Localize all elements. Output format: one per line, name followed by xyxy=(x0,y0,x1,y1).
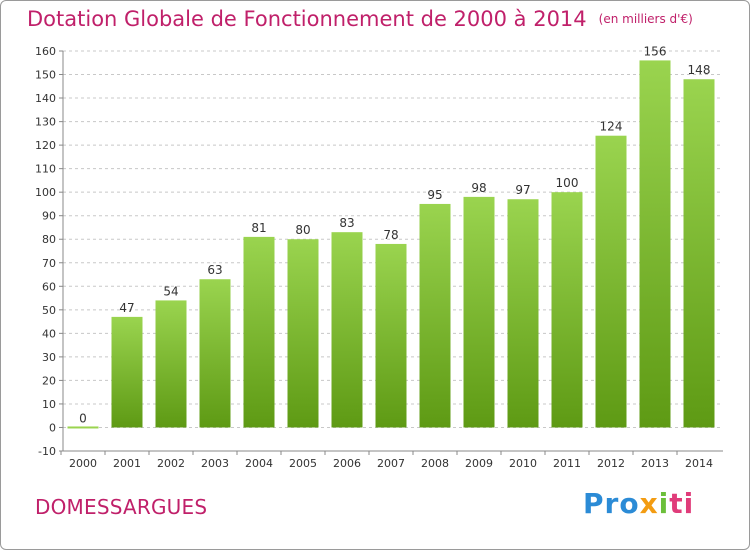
bar-2002 xyxy=(155,300,187,428)
y-tick-label: 130 xyxy=(35,116,56,129)
bars xyxy=(67,60,715,429)
value-label-2000: 0 xyxy=(79,411,87,425)
x-tick-label-2005: 2005 xyxy=(289,457,317,470)
bar-2011 xyxy=(551,192,583,428)
y-tick-label: 120 xyxy=(35,139,56,152)
bar-2007 xyxy=(375,243,407,428)
bar-2006 xyxy=(331,232,363,428)
bar-2000 xyxy=(67,426,99,429)
value-labels: 0 47 54 63 81 80 83 78 95 98 97 100 124 156 148 xyxy=(79,44,710,425)
y-tick-label: 20 xyxy=(42,374,56,387)
x-tick-label-2002: 2002 xyxy=(157,457,185,470)
value-label-2007: 78 xyxy=(383,228,398,242)
place-name: DOMESSARGUES xyxy=(35,495,208,519)
y-tick-label: 140 xyxy=(35,92,56,105)
x-tick-label-2007: 2007 xyxy=(377,457,405,470)
bar-2003 xyxy=(199,279,231,428)
y-tick-label: 10 xyxy=(42,398,56,411)
y-tick-label: 90 xyxy=(42,210,56,223)
x-tick-label-2013: 2013 xyxy=(641,457,669,470)
x-tick-label-2009: 2009 xyxy=(465,457,493,470)
axes xyxy=(59,50,723,455)
value-label-2010: 97 xyxy=(515,183,530,197)
value-label-2005: 80 xyxy=(295,223,310,237)
x-tick-label-2000: 2000 xyxy=(69,457,97,470)
value-label-2013: 156 xyxy=(644,44,667,58)
value-label-2012: 124 xyxy=(600,120,623,134)
unit-note: (en milliers d'€) xyxy=(598,12,693,26)
bar-2001 xyxy=(111,316,143,428)
chart-title: Dotation Globale de Fonctionnement de 20… xyxy=(27,7,587,31)
y-tick-label: 70 xyxy=(42,257,56,270)
bar-2014 xyxy=(683,79,715,428)
x-tick-label-2011: 2011 xyxy=(553,457,581,470)
value-label-2004: 81 xyxy=(251,221,266,235)
y-tick-label: -10 xyxy=(38,445,56,458)
chart-title-row: Dotation Globale de Fonctionnement de 20… xyxy=(27,7,693,31)
y-tick-label: 50 xyxy=(42,304,56,317)
x-tick-label-2006: 2006 xyxy=(333,457,361,470)
y-tick-label: 110 xyxy=(35,163,56,176)
value-label-2003: 63 xyxy=(207,263,222,277)
bar-2013 xyxy=(639,60,671,428)
bar-2009 xyxy=(463,196,495,428)
bar-2012 xyxy=(595,135,627,428)
y-tick-label: 150 xyxy=(35,69,56,82)
x-tick-label-2014: 2014 xyxy=(685,457,713,470)
value-label-2011: 100 xyxy=(556,176,579,190)
x-tick-label-2008: 2008 xyxy=(421,457,449,470)
bar-2004 xyxy=(243,236,275,428)
value-label-2009: 98 xyxy=(471,181,486,195)
value-label-2001: 47 xyxy=(119,301,134,315)
x-tick-label-2003: 2003 xyxy=(201,457,229,470)
x-tick-label-2004: 2004 xyxy=(245,457,273,470)
x-tick-label-2010: 2010 xyxy=(509,457,537,470)
y-tick-label: 100 xyxy=(35,186,56,199)
x-tick-label-2001: 2001 xyxy=(113,457,141,470)
bar-2008 xyxy=(419,203,451,428)
y-tick-label: 80 xyxy=(42,233,56,246)
y-tick-label: 60 xyxy=(42,280,56,293)
value-label-2002: 54 xyxy=(163,284,178,298)
value-label-2014: 148 xyxy=(688,63,711,77)
y-tick-label: 160 xyxy=(35,45,56,58)
bar-2005 xyxy=(287,239,319,428)
y-tick-label: 30 xyxy=(42,351,56,364)
value-label-2006: 83 xyxy=(339,216,354,230)
y-tick-label: 0 xyxy=(49,421,56,434)
value-label-2008: 95 xyxy=(427,188,442,202)
proxiti-logo: Proxiti xyxy=(583,487,695,520)
x-tick-label-2012: 2012 xyxy=(597,457,625,470)
y-tick-labels: -10 0 10 20 30 40 50 60 70 80 90 100 110 120 130 140 150… xyxy=(35,45,56,458)
x-tick-labels: 2000 2001 2002 2003 2004 2005 2006 2007 2008 2009… xyxy=(69,457,713,470)
bar-2010 xyxy=(507,199,539,428)
y-tick-label: 40 xyxy=(42,327,56,340)
